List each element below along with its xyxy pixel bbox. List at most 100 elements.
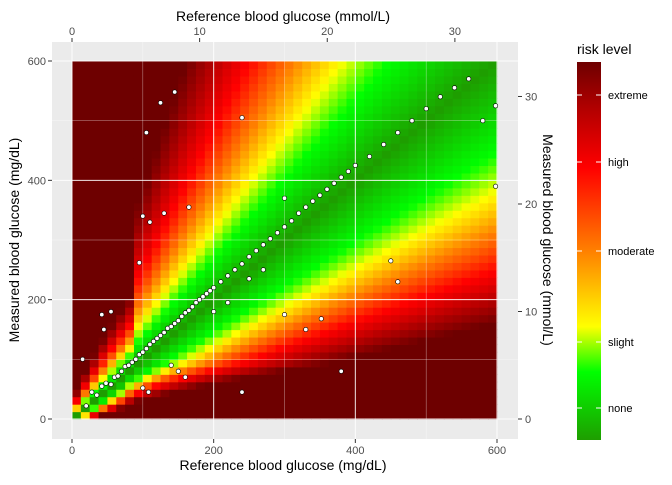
heatmap-cell [470, 150, 480, 159]
heatmap-cell [302, 329, 312, 338]
heatmap-cell [461, 322, 472, 331]
heatmap-cell [364, 120, 374, 129]
heatmap-cell [408, 396, 418, 405]
heatmap-cell [408, 202, 418, 211]
heatmap-cell [284, 247, 294, 256]
heatmap-cell [346, 113, 356, 122]
heatmap-cell [452, 90, 463, 99]
heatmap-cell [311, 143, 321, 152]
heatmap-cell [381, 344, 392, 353]
heatmap-cell [443, 180, 454, 189]
heatmap-cell [443, 225, 454, 234]
heatmap-cell [364, 284, 374, 293]
heatmap-cell [399, 90, 410, 99]
heatmap-cell [426, 359, 436, 368]
heatmap-cell [355, 344, 365, 353]
data-point [80, 356, 86, 362]
heatmap-cell [80, 240, 91, 249]
heatmap-cell [178, 284, 188, 293]
heatmap-cell [435, 299, 445, 308]
heatmap-cell [249, 404, 259, 413]
heatmap-cell [98, 262, 109, 271]
heatmap-cell [116, 135, 126, 144]
heatmap-cell [408, 314, 418, 323]
heatmap-cell [142, 307, 153, 316]
heatmap-cell [240, 389, 250, 398]
heatmap-cell [107, 262, 117, 271]
heatmap-cell [142, 120, 153, 129]
heatmap-cell [311, 210, 321, 219]
heatmap-cell [399, 351, 410, 360]
heatmap-cell [435, 284, 445, 293]
heatmap-cell [231, 135, 241, 144]
heatmap-cell [249, 411, 259, 420]
heatmap-cell [417, 68, 427, 77]
heatmap-cell [399, 68, 410, 77]
heatmap-cell [187, 307, 197, 316]
heatmap-cell [479, 411, 489, 420]
heatmap-cell [178, 172, 188, 181]
heatmap-cell [399, 232, 410, 241]
heatmap-cell [311, 262, 321, 271]
heatmap-cell [337, 165, 348, 174]
heatmap-cell [328, 143, 339, 152]
heatmap-cell [142, 180, 153, 189]
heatmap-cell [435, 113, 445, 122]
heatmap-cell [266, 351, 277, 360]
heatmap-cell [187, 210, 197, 219]
heatmap-cell [151, 68, 162, 77]
heatmap-cell [311, 240, 321, 249]
heatmap-cell [311, 202, 321, 211]
heatmap-cell [107, 217, 117, 226]
heatmap-cell [240, 105, 250, 114]
heatmap-cell [399, 105, 410, 114]
heatmap-cell [408, 75, 418, 84]
heatmap-cell [337, 120, 348, 129]
heatmap-cell [187, 344, 197, 353]
heatmap-cell [435, 83, 445, 92]
heatmap-cell [231, 284, 241, 293]
heatmap-cell [488, 165, 498, 174]
heatmap-cell [461, 165, 472, 174]
heatmap-cell [72, 269, 82, 278]
heatmap-cell [222, 120, 232, 129]
heatmap-cell [187, 374, 197, 383]
heatmap-cell [337, 314, 348, 323]
heatmap-cell [275, 105, 286, 114]
heatmap-cell [142, 187, 153, 196]
heatmap-cell [133, 247, 144, 256]
heatmap-cell [125, 187, 135, 196]
heatmap-cell [231, 277, 241, 286]
heatmap-cell [461, 120, 472, 129]
heatmap-cell [98, 68, 109, 77]
heatmap-cell [125, 157, 135, 167]
heatmap-cell [293, 172, 303, 181]
heatmap-cell [364, 411, 374, 420]
heatmap-cell [125, 322, 135, 331]
heatmap-cell [107, 411, 117, 420]
heatmap-cell [479, 277, 489, 286]
heatmap-cell [426, 284, 436, 293]
heatmap-cell [195, 187, 206, 196]
heatmap-cell [302, 240, 312, 249]
heatmap-cell [187, 157, 197, 167]
heatmap-cell [142, 225, 153, 234]
heatmap-cell [151, 366, 162, 375]
heatmap-cell [417, 172, 427, 181]
heatmap-cell [169, 150, 179, 159]
heatmap-cell [249, 217, 259, 226]
heatmap-cell [488, 150, 498, 159]
heatmap-cell [151, 232, 162, 241]
heatmap-cell [443, 105, 454, 114]
heatmap-cell [381, 217, 392, 226]
heatmap-cell [133, 105, 144, 114]
heatmap-cell [337, 411, 348, 420]
heatmap-cell [195, 157, 206, 167]
heatmap-cell [399, 314, 410, 323]
heatmap-cell [89, 329, 100, 338]
heatmap-cell [142, 262, 153, 271]
heatmap-cell [98, 202, 109, 211]
heatmap-cell [488, 336, 498, 346]
heatmap-cell [116, 75, 126, 84]
heatmap-cell [390, 68, 401, 77]
